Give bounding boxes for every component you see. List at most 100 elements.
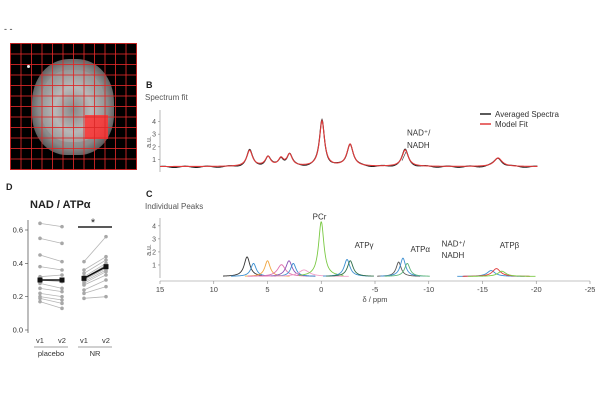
nr-v2-point-8 (104, 273, 108, 277)
peak-curve-11 (380, 257, 426, 277)
mri-grid-overlay (10, 43, 137, 170)
placebo-v1-point-0 (38, 221, 42, 226)
spectrum-fit-chart: a.u. 1 2 3 4 Averaged Spectra Model Fit NAD… (146, 110, 559, 172)
c-xtick-label-1: 10 (210, 285, 218, 294)
panel-d-letter: D (6, 182, 13, 192)
nr-v2-point-9 (104, 278, 108, 282)
nr-mean-v1 (81, 275, 87, 281)
placebo-mean-v1 (37, 277, 43, 283)
nadh-annotation-line1: NAD⁺/ (407, 128, 431, 137)
peak-label-5: ATPβ (500, 241, 520, 250)
nad-atp-points (38, 221, 108, 311)
nr-pair-line-0 (83, 236, 107, 262)
peak-label-2: ATPα (410, 245, 430, 254)
spectrum-fit-title: Spectrum fit (145, 93, 188, 102)
individual-peak-labels: PCr ATPγ ATPα NAD⁺/ NADH ATPβ (313, 212, 520, 259)
individual-peaks-xlabel: δ / ppm (362, 295, 387, 304)
d-ytick-label-1: 0.2 (13, 292, 23, 301)
placebo-v2-point-10 (60, 301, 64, 306)
placebo-v1-point-3 (38, 264, 42, 269)
placebo-v1-point-2 (38, 253, 42, 257)
nadh-annotation-pointer (401, 151, 407, 161)
b-ytick-label-1: 2 (152, 144, 156, 151)
d-xtick-label-0: v1 (36, 336, 44, 345)
nr-group-label: NR (90, 349, 101, 358)
placebo-v2-point-11 (60, 306, 64, 311)
c-xtick-label-0: 15 (156, 285, 164, 294)
peak-curve-15 (467, 270, 536, 277)
peak-label-0: PCr (313, 212, 327, 221)
legend-model-label: Model Fit (495, 120, 529, 129)
placebo-v2-point-0 (60, 224, 64, 229)
nr-pair-line-3 (83, 262, 107, 278)
individual-peak-curves (222, 221, 536, 277)
placebo-pair-line-2 (39, 254, 63, 263)
nadh-annotation-line2: NADH (407, 141, 430, 150)
nr-pair-line-1 (83, 256, 107, 271)
figure-top-marker: - - (4, 24, 13, 34)
individual-peaks-y-ticks: 1 2 3 4 (152, 223, 160, 269)
nad-atp-paired-lines (39, 222, 107, 309)
placebo-v2-point-8 (60, 294, 64, 299)
placebo-v2-point-4 (60, 273, 64, 277)
c-ytick-label-0: 1 (152, 262, 156, 269)
nr-mean-v2 (103, 264, 109, 270)
nad-atp-x-ticks: v1 v2 v1 v2 (36, 336, 110, 345)
placebo-pair-line-0 (39, 222, 63, 228)
nr-v1-point-0 (82, 259, 86, 264)
c-xtick-label-6: -15 (477, 285, 488, 294)
d-xtick-label-3: v2 (102, 336, 110, 345)
nr-v1-point-11 (82, 296, 86, 301)
nr-v1-point-2 (82, 271, 86, 276)
placebo-v2-point-7 (60, 289, 64, 294)
nr-pair-line-10 (83, 286, 107, 294)
placebo-v1-point-8 (38, 291, 42, 296)
placebo-v2-point-2 (60, 259, 64, 264)
nr-mean-line (83, 265, 107, 280)
b-ytick-label-0: 1 (152, 157, 156, 164)
placebo-v1-point-1 (38, 236, 42, 241)
peak-label-1: ATPγ (355, 241, 374, 250)
peak-curve-9 (326, 260, 374, 277)
placebo-pair-line-4 (39, 274, 63, 278)
nr-pair-line-2 (83, 259, 107, 274)
c-xtick-label-8: -25 (585, 285, 595, 294)
b-ytick-label-2: 3 (152, 132, 156, 139)
mri-brain-image (10, 43, 137, 170)
placebo-pair-line-7 (39, 287, 63, 293)
c-xtick-label-3: 0 (319, 285, 323, 294)
placebo-pair-line-9 (39, 296, 63, 301)
placebo-v2-point-6 (60, 286, 64, 291)
placebo-mean-v2 (59, 277, 65, 283)
placebo-pair-line-8 (39, 292, 63, 298)
d-xtick-label-2: v1 (80, 336, 88, 345)
individual-peaks-chart: a.u. δ / ppm 1 2 3 4 15 10 5 0 -5 -10 -15 -20 -25 P… (146, 212, 595, 304)
nr-v1-point-10 (82, 291, 86, 296)
d-ytick-label-2: 0.4 (13, 259, 23, 268)
nr-v2-point-7 (104, 269, 108, 274)
placebo-v2-point-9 (60, 298, 64, 302)
spectrum-fit-y-ticks: 1 2 3 4 (152, 119, 160, 164)
placebo-v2-point-1 (60, 241, 64, 246)
nr-v1-point-9 (82, 288, 86, 292)
d-xtick-label-1: v2 (58, 336, 66, 345)
nr-pair-line-6 (83, 269, 107, 283)
b-ytick-label-3: 4 (152, 119, 156, 126)
nr-v1-point-8 (82, 283, 86, 287)
nad-atp-y-ticks: 0.0 0.2 0.4 0.6 (13, 226, 28, 335)
peak-curve-7 (298, 221, 344, 276)
c-ytick-label-1: 2 (152, 249, 156, 256)
nr-v1-point-1 (82, 268, 86, 272)
c-xtick-label-4: -5 (372, 285, 379, 294)
nr-pair-line-8 (83, 274, 107, 286)
nr-v2-point-2 (104, 258, 108, 262)
c-xtick-label-2: 5 (265, 285, 269, 294)
nr-pair-line-7 (83, 271, 107, 284)
placebo-v1-point-11 (38, 299, 42, 304)
nr-v2-point-1 (104, 254, 108, 259)
individual-peaks-x-ticks: 15 10 5 0 -5 -10 -15 -20 -25 (156, 281, 595, 294)
placebo-pair-line-10 (39, 297, 63, 304)
placebo-pair-line-11 (39, 301, 63, 309)
placebo-pair-line-1 (39, 237, 63, 244)
nad-atp-ratio-chart: NAD / ATPα 0.0 0.2 0.4 0.6 * v1 v2 v1 v2 place… (13, 199, 112, 358)
